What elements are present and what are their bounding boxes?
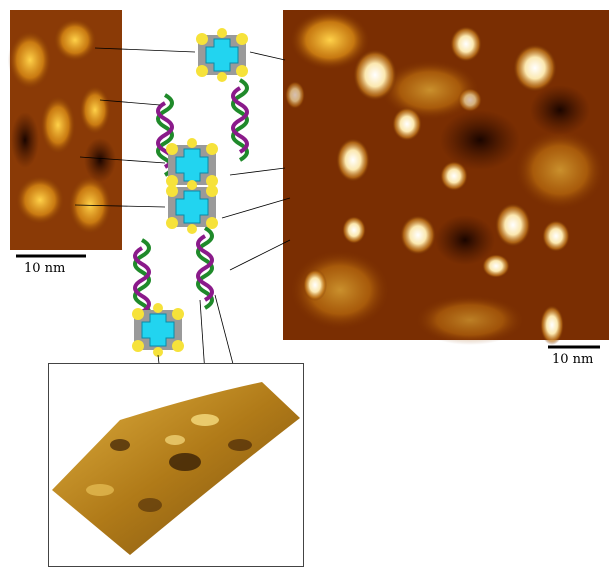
right-afm-image-part [303,269,327,301]
connector-lines-part [229,239,291,271]
connector-lines-part [221,197,291,219]
scale-bar-label: 10 nm [24,261,65,276]
afm-3d-surface-part [86,484,114,496]
right-afm-image-part [435,215,495,265]
connector-lines-part [249,51,286,61]
porphyrin-unit [131,302,185,358]
right-afm-image-part [530,85,590,135]
connector-lines-part [229,167,286,176]
right-afm-image-part [495,203,531,247]
afm-3d-surface-part [165,435,185,445]
right-afm-image-part [380,60,480,120]
right-afm-image-part [285,81,305,109]
porphyrin-unit [195,27,249,83]
right-afm-image-part [290,10,370,70]
afm-3d-surface-part [191,414,219,426]
right-afm-image-part [392,107,422,141]
connector-lines-part [79,156,166,164]
right-afm-image-part [342,216,366,244]
left-afm-image-part [79,85,111,135]
left-afm-image-part [15,175,65,225]
right-afm-image-part [415,295,525,345]
left-afm-image-part [84,138,116,182]
afm-3d-surface [48,363,304,567]
scale-bar-label: 10 nm [552,352,593,367]
left-afm-image-part [40,95,76,155]
dna-helix [231,78,249,162]
right-afm-image-part [540,305,564,345]
left-afm-image-part [53,18,97,62]
molecular-diagram [131,27,249,358]
connector-lines-part [74,204,166,208]
right-afm-image [283,10,609,345]
afm-3d-surface-part [169,453,201,471]
afm-3d-surface-part [110,439,130,451]
dna-helix [133,238,151,322]
right-afm-image-part [400,215,436,255]
right-afm-image-part [353,49,397,101]
right-afm-image-part [542,220,570,252]
right-afm-image-part [482,254,510,278]
connector-lines-part [99,99,161,106]
afm-3d-surface-part [228,439,252,451]
right-afm-image-part [513,44,557,92]
right-afm-image-part [458,88,482,112]
left-afm-image-part [8,30,52,90]
connector-lines-part [94,47,196,53]
left-afm-image [8,10,122,250]
right-afm-image-part [515,130,605,210]
right-afm-image-part [440,110,520,170]
porphyrin-unit [165,179,219,235]
right-afm-image-part [336,138,370,182]
left-afm-image-part [11,112,39,168]
right-afm-image-part [440,161,468,191]
dna-helix [196,226,214,310]
right-afm-image-part [450,26,482,62]
afm-3d-surface-part [138,498,162,512]
